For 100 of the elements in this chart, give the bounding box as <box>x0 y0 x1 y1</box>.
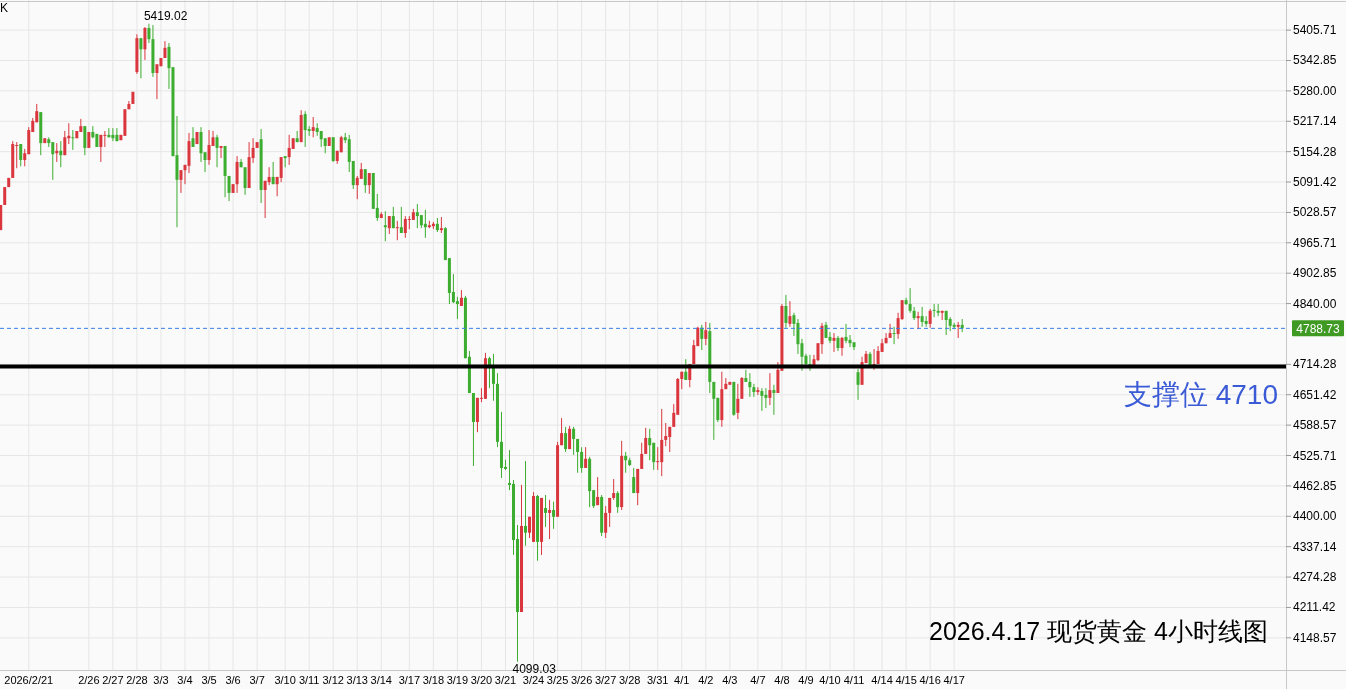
candlestick <box>892 326 896 345</box>
candlestick <box>840 336 844 357</box>
candlestick <box>924 315 928 328</box>
x-tick-label: 3/26 <box>570 674 593 686</box>
candlestick <box>524 460 528 547</box>
x-tick-label: 4/10 <box>819 674 841 686</box>
y-tick-label: 4965.71 <box>1293 235 1337 250</box>
annotation: 4099.03 <box>512 661 557 676</box>
candlestick <box>788 300 792 328</box>
candlestick <box>83 125 87 156</box>
y-tick-label: 5405.71 <box>1293 23 1337 38</box>
x-tick-label: 4/17 <box>943 674 965 686</box>
x-tick-label: 3/11 <box>298 674 320 686</box>
x-tick-label: 3/5 <box>201 674 217 686</box>
annotation: K <box>0 1 9 15</box>
x-tick-label: 2026/2/21 <box>4 674 54 686</box>
candlestick <box>928 308 932 329</box>
candlestick <box>668 426 672 453</box>
candlestick <box>403 215 407 239</box>
candlestick <box>59 140 63 168</box>
candlestick <box>219 145 223 159</box>
candlestick <box>99 134 103 163</box>
x-tick-label: 4/8 <box>774 674 790 686</box>
y-tick-label: 5280.00 <box>1293 83 1337 98</box>
candlestick <box>772 384 776 416</box>
y-tick-label: 4211.42 <box>1293 600 1336 615</box>
y-tick-label: 4274.28 <box>1293 570 1337 585</box>
y-tick-label: 4337.14 <box>1293 539 1337 554</box>
x-tick-label: 3/24 <box>522 674 545 686</box>
candlestick <box>215 134 219 168</box>
x-tick-label: 4/9 <box>798 674 814 686</box>
y-tick-label: 4840.00 <box>1293 296 1337 311</box>
candlestick <box>784 294 788 329</box>
candlestick <box>423 209 427 239</box>
x-tick-label: 4/1 <box>674 674 690 686</box>
annotation: 5419.02 <box>143 8 188 23</box>
x-tick-label: 2/26 <box>78 674 100 686</box>
candlestick <box>596 476 600 506</box>
candlestick <box>580 446 584 474</box>
candlestick <box>19 143 23 167</box>
candlestick <box>700 324 704 351</box>
y-tick-label: 4400.00 <box>1293 509 1337 524</box>
y-tick-label: 4651.42 <box>1293 387 1337 402</box>
candlestick <box>652 442 656 471</box>
candlestick <box>199 126 203 163</box>
candlestick <box>279 156 283 183</box>
candlestick <box>712 381 716 441</box>
candlestick <box>660 408 664 477</box>
x-tick-label: 3/7 <box>249 674 265 686</box>
y-tick-label: 4525.71 <box>1293 448 1337 463</box>
candlestick <box>303 110 307 148</box>
candlestick <box>560 417 564 446</box>
candlestick <box>608 497 612 528</box>
candlestick <box>760 387 764 412</box>
y-tick-label: 5342.85 <box>1293 53 1337 68</box>
candlestick <box>932 303 936 318</box>
candlestick <box>544 494 548 528</box>
candlestick <box>584 446 588 469</box>
candlestick <box>684 358 688 381</box>
candlestick <box>884 332 888 344</box>
x-tick-label: 4/3 <box>722 674 738 686</box>
x-tick-label: 2/27 <box>102 674 124 686</box>
candlestick <box>856 368 860 401</box>
candlestick <box>363 168 367 194</box>
y-tick-label: 5091.42 <box>1293 175 1337 190</box>
candlestick <box>227 175 231 202</box>
candlestick <box>139 37 143 79</box>
candlestick <box>367 172 371 195</box>
x-tick-label: 3/25 <box>546 674 569 686</box>
candlestick <box>71 129 75 151</box>
candlestick <box>912 306 916 321</box>
candlestick <box>648 428 652 461</box>
candlestick <box>632 467 636 494</box>
candlestick <box>740 376 744 400</box>
candlestick <box>572 426 576 456</box>
candlestick <box>844 323 848 344</box>
x-tick-label: 3/13 <box>346 674 368 686</box>
x-tick-label: 3/17 <box>398 674 421 686</box>
candlestick <box>748 372 752 398</box>
y-tick-label: 4148.57 <box>1293 630 1337 645</box>
candlestick <box>704 321 708 346</box>
x-tick-label: 3/31 <box>647 674 669 686</box>
candlestick <box>407 215 411 230</box>
candlestick <box>768 372 772 406</box>
x-tick-label: 3/18 <box>422 674 445 686</box>
y-tick-label: 4714.28 <box>1293 357 1337 372</box>
candlestick <box>612 478 616 501</box>
x-tick-label: 3/19 <box>446 674 469 686</box>
candlestick <box>267 166 271 186</box>
candlestick <box>564 426 568 453</box>
candlestick <box>395 220 399 241</box>
x-tick-label: 3/6 <box>225 674 241 686</box>
x-tick-label: 4/15 <box>895 674 917 686</box>
candlestick <box>916 311 920 330</box>
candlestick <box>576 438 580 474</box>
candlestick <box>63 130 67 156</box>
candlestick <box>832 332 836 353</box>
candlestick <box>235 155 239 194</box>
candlestick <box>415 203 419 229</box>
candlestick <box>736 383 740 420</box>
